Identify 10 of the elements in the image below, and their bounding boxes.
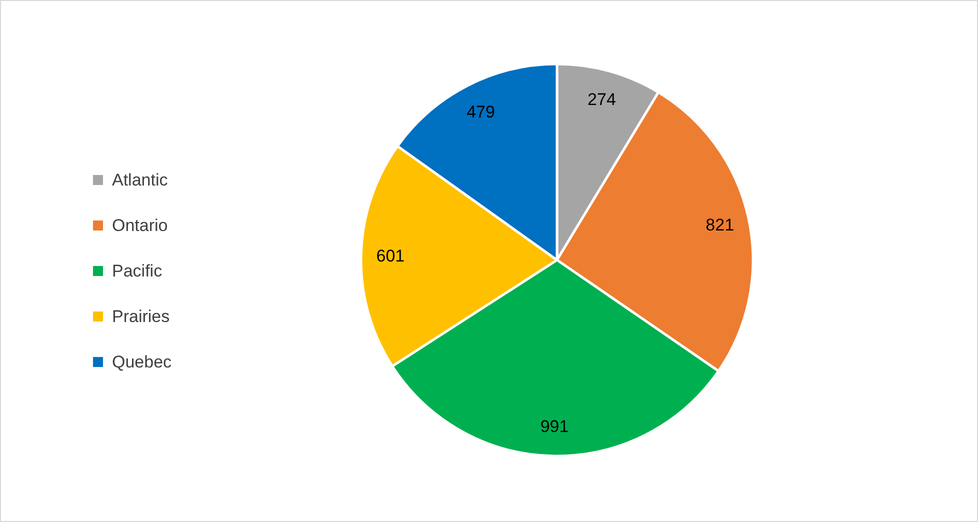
data-label: 991: [540, 417, 569, 436]
legend-label: Ontario: [112, 216, 168, 235]
legend-label: Pacific: [112, 262, 163, 280]
data-label: 601: [376, 246, 405, 266]
data-label: 274: [588, 90, 616, 110]
data-label: 821: [706, 215, 734, 234]
legend-label: Quebec: [112, 352, 172, 372]
data-label: 479: [466, 102, 495, 122]
legend-label: Prairies: [112, 307, 170, 326]
legend-label: Atlantic: [112, 170, 168, 190]
